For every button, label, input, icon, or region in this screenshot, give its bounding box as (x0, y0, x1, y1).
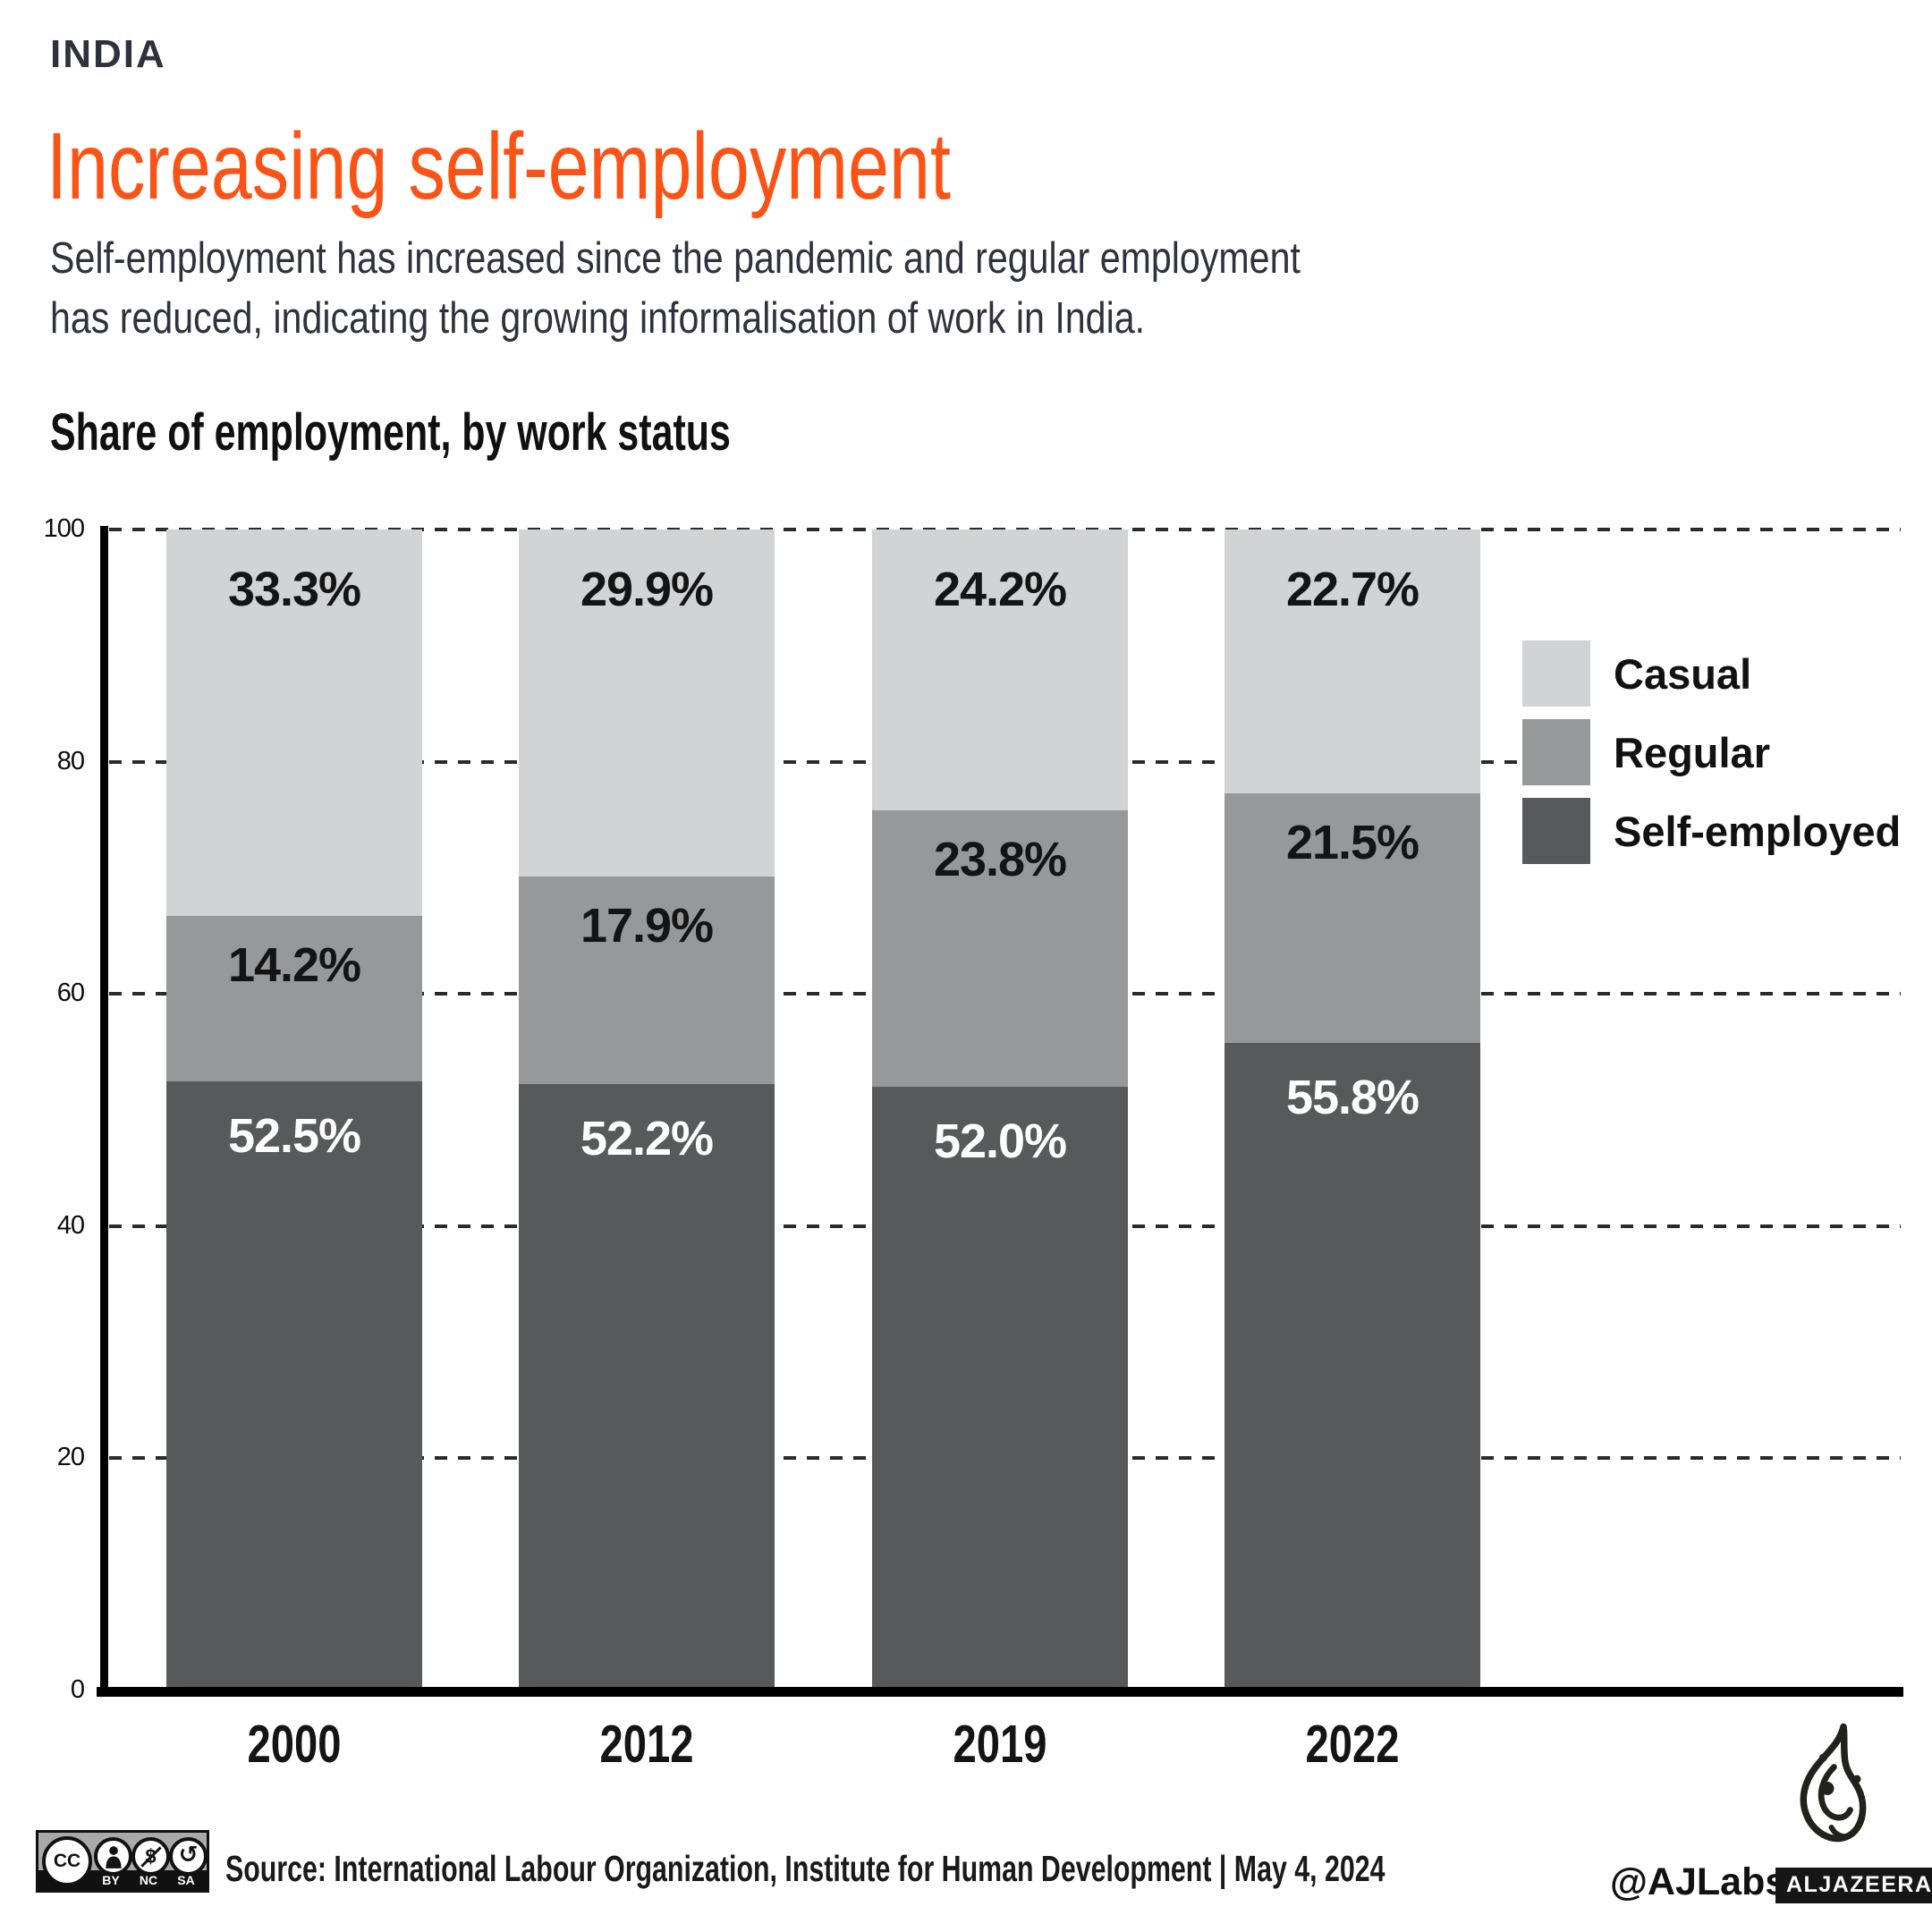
bar-segment-casual-2000: 33.3% (166, 530, 422, 917)
bar-2012: 29.9% 17.9% 52.2% (519, 530, 775, 1690)
legend: Casual Regular Self-employed (1522, 640, 1902, 868)
chart-title: Share of employment, by work status (50, 403, 731, 462)
subtitle-line-1: Self-employment has increased since the … (50, 234, 1301, 283)
bar-segment-self-employed-2012: 52.2% (519, 1084, 775, 1690)
bar-value-label: 52.5% (227, 1108, 361, 1163)
share-alike-icon: ↺ (169, 1837, 208, 1876)
y-tick-label-20: 20 (56, 1443, 85, 1472)
attribution-person-icon (94, 1837, 132, 1876)
bar-2000: 33.3% 14.2% 52.5% (166, 530, 422, 1690)
bar-segment-regular-2022: 21.5% (1224, 792, 1480, 1043)
bar-segment-casual-2012: 29.9% (519, 530, 775, 877)
bar-2022: 22.7% 21.5% 55.8% (1224, 530, 1480, 1690)
kicker: INDIA (50, 32, 166, 76)
bar-segment-self-employed-2022: 55.8% (1224, 1042, 1480, 1690)
bar-value-label: 52.0% (933, 1114, 1067, 1169)
x-axis-label-2012: 2012 (599, 1715, 694, 1774)
x-axis-label-2000: 2000 (247, 1715, 342, 1774)
y-tick-label-100: 100 (43, 514, 85, 543)
bar-2019: 24.2% 23.8% 52.0% (872, 530, 1128, 1690)
x-axis-label-2022: 2022 (1305, 1715, 1400, 1774)
page-title: Increasing self-employment (47, 114, 951, 219)
legend-label: Casual (1614, 649, 1752, 698)
ajlabs-credit: @AJLabs (1610, 1860, 1787, 1903)
non-commercial-icon: $ (131, 1837, 170, 1876)
y-tick-label-40: 40 (56, 1210, 85, 1240)
y-axis-line (100, 526, 108, 1695)
source-text: Source: International Labour Organizatio… (225, 1848, 1385, 1889)
bar-segment-self-employed-2019: 52.0% (872, 1087, 1128, 1690)
bar-value-label: 55.8% (1285, 1070, 1419, 1124)
legend-label: Regular (1614, 728, 1770, 776)
bar-value-label: 24.2% (933, 563, 1067, 616)
subtitle-line-2: has reduced, indicating the growing info… (50, 294, 1146, 343)
legend-swatch (1522, 640, 1590, 707)
bar-value-label: 23.8% (933, 833, 1067, 887)
bar-value-label: 17.9% (580, 899, 714, 953)
legend-item-casual: Casual (1522, 640, 1901, 707)
bar-value-label: 29.9% (580, 563, 714, 616)
legend-swatch (1522, 798, 1590, 864)
x-axis-label-2019: 2019 (953, 1715, 1047, 1774)
subtitle: Self-employment has increased since the … (50, 229, 1301, 349)
cc-term-nc: NC (139, 1873, 158, 1887)
legend-item-self-employed: Self-employed (1522, 798, 1901, 864)
aljazeera-logo-icon (1800, 1723, 1867, 1843)
y-tick-label-0: 0 (70, 1675, 85, 1704)
bar-value-label: 52.2% (580, 1112, 714, 1166)
bar-segment-regular-2012: 17.9% (519, 877, 775, 1085)
cc-license-badge: BY NC SA CC $ ↺ (36, 1830, 209, 1893)
legend-item-regular: Regular (1522, 719, 1901, 785)
bar-segment-self-employed-2000: 52.5% (166, 1080, 422, 1690)
y-tick-label-60: 60 (56, 979, 85, 1008)
cc-term-sa: SA (177, 1873, 195, 1887)
y-tick-label-80: 80 (56, 746, 85, 775)
legend-swatch (1522, 719, 1590, 785)
bar-value-label: 22.7% (1285, 563, 1419, 616)
legend-label: Self-employed (1614, 807, 1902, 855)
bar-segment-casual-2019: 24.2% (872, 530, 1128, 811)
aljazeera-wordmark: ALJAZEERA (1775, 1868, 1932, 1903)
x-axis-line (97, 1687, 1903, 1697)
bar-segment-casual-2022: 22.7% (1224, 530, 1480, 793)
bar-segment-regular-2019: 23.8% (872, 810, 1128, 1088)
cc-term-by: BY (102, 1873, 120, 1887)
bar-value-label: 33.3% (227, 563, 361, 616)
cc-icon: CC (42, 1836, 92, 1886)
bar-segment-regular-2000: 14.2% (166, 916, 422, 1081)
bar-value-label: 21.5% (1285, 815, 1419, 869)
bar-value-label: 14.2% (227, 938, 361, 993)
